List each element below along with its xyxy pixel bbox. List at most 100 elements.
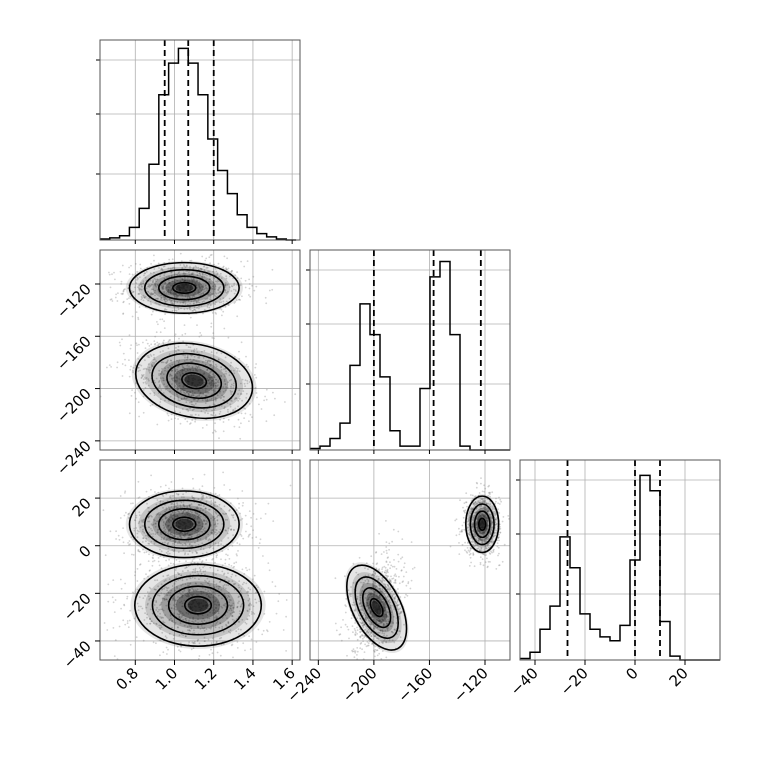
scatter-point [257,628,260,631]
scatter-point [116,366,118,369]
scatter-point [130,365,132,368]
scatter-point [200,294,202,296]
scatter-point [160,267,163,270]
scatter-point [236,277,239,279]
scatter-point [469,556,472,559]
scatter-point [385,541,388,543]
scatter-point [211,337,214,339]
scatter-point [174,292,177,295]
scatter-point [238,298,241,301]
scatter-point [122,541,125,544]
scatter-point [150,263,153,265]
scatter-point [370,555,373,558]
scatter-point [214,311,217,314]
scatter-point [188,280,191,283]
scatter-point [193,281,196,284]
scatter-point [157,557,160,559]
scatter-point [150,343,153,346]
scatter-point [467,549,470,552]
scatter-point [228,563,231,566]
scatter-point [177,295,179,298]
scatter-point [140,282,143,284]
scatter-point [265,302,268,305]
scatter-point [184,332,187,335]
scatter-point [222,430,225,433]
scatter-point [156,341,159,344]
scatter-point [227,548,230,551]
scatter-point [484,487,487,490]
scatter-point [268,569,271,572]
scatter-point [335,629,338,632]
scatter-point [217,381,220,384]
scatter-point [253,289,256,292]
scatter-point [174,282,177,284]
scatter-point [274,585,277,588]
scatter-point [165,298,167,300]
scatter-point [176,279,179,282]
scatter-point [149,404,152,407]
scatter-point [138,496,141,499]
scatter-point [499,531,502,534]
scatter-point [110,298,113,300]
scatter-point [216,279,219,281]
scatter-point [167,305,170,308]
scatter-point [233,284,235,286]
scatter-point [154,289,157,292]
scatter-point [122,300,125,303]
scatter-point [129,643,132,646]
scatter-point [208,256,211,259]
scatter-point [498,539,500,542]
scatter-point [244,649,246,652]
scatter-point [162,265,165,268]
scatter-point [152,292,155,295]
scatter-point [217,292,220,294]
scatter-point [161,287,164,289]
scatter-point [213,487,216,489]
scatter-point [154,335,157,338]
scatter-point [219,291,222,294]
scatter-point [122,313,124,315]
scatter-point [197,398,200,401]
scatter-point [211,293,214,296]
scatter-point [137,318,140,321]
scatter-point [221,314,223,317]
scatter-point [189,316,192,319]
scatter-point [159,331,162,334]
scatter-point [209,296,212,298]
scatter-point [132,554,135,556]
scatter-point [206,274,208,277]
scatter-point [203,381,206,384]
scatter-point [135,282,138,285]
scatter-point [277,600,280,603]
scatter-point [214,303,217,306]
scatter-point [224,282,227,284]
scatter-point [191,403,194,406]
scatter-point [220,301,223,303]
scatter-point [136,352,139,354]
scatter-point [249,648,252,651]
scatter-point [152,310,154,313]
scatter-point [203,288,206,290]
scatter-point [179,252,182,255]
scatter-point [126,595,129,598]
scatter-point [210,253,213,256]
scatter-point [198,360,200,363]
scatter-point [185,264,188,267]
scatter-point [149,279,152,282]
scatter-point [173,309,176,312]
scatter-point [169,300,172,303]
scatter-point [222,300,225,303]
scatter-point [223,327,226,330]
scatter-point [255,641,258,643]
scatter-point [144,276,147,279]
scatter-point [174,285,176,288]
scatter-point [214,430,217,433]
scatter-point [253,374,256,376]
scatter-point [194,299,197,301]
scatter-point [236,315,239,318]
scatter-point [226,268,228,271]
scatter-point [145,271,148,273]
scatter-point [496,545,499,548]
scatter-point [172,266,175,269]
